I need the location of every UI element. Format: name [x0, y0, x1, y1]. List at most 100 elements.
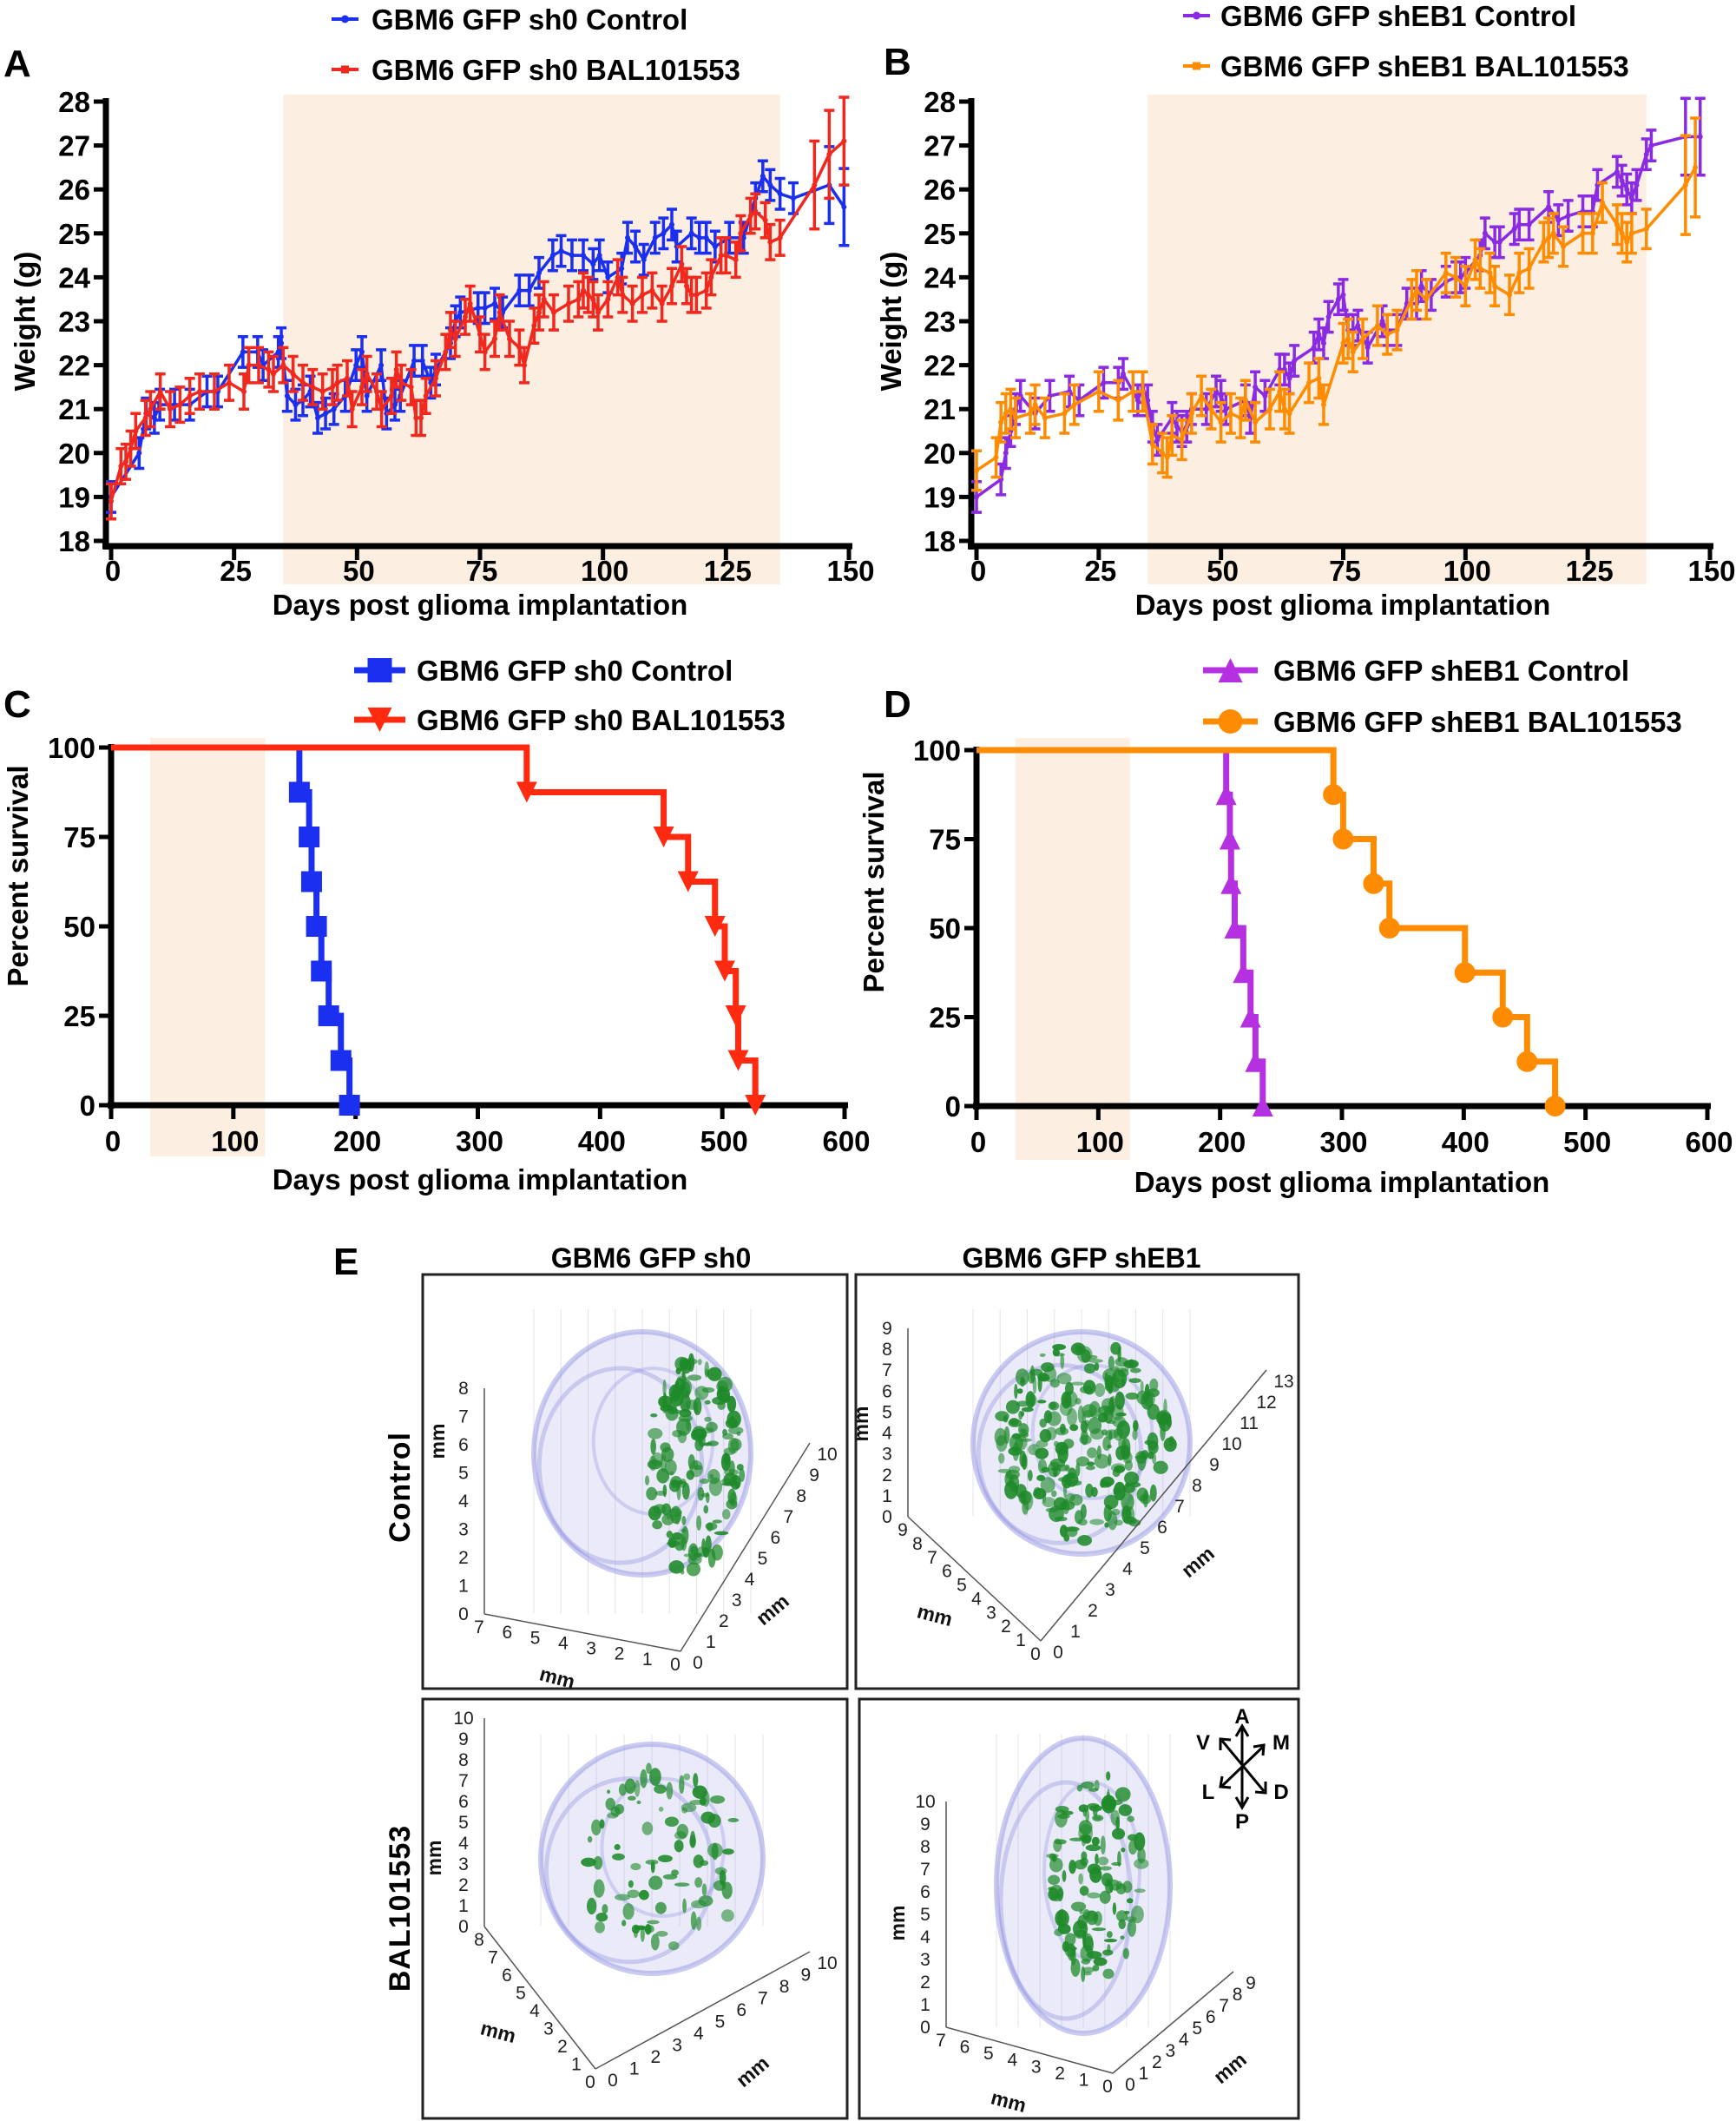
y-axis-title: Weight (g)	[9, 252, 41, 392]
data-point	[536, 270, 542, 276]
y-tick-label: 24	[58, 261, 90, 293]
tumor-blob	[1069, 1946, 1077, 1951]
data-point	[733, 257, 739, 263]
data-point	[516, 345, 523, 351]
tumor-blob	[734, 1481, 740, 1489]
tumor-blob	[1009, 1418, 1019, 1426]
z-tick-label: 4	[458, 1834, 469, 1854]
right-axis-line	[680, 1442, 811, 1652]
tumor-blob	[1111, 1828, 1126, 1840]
tumor-blob	[1056, 1814, 1070, 1819]
tumor-blob	[581, 1857, 596, 1867]
weight-chart-a: 18 19 20 21 22 23 24 25 26 27 28 0 25 50 75 100 125 150 Da…	[9, 3, 875, 621]
z-tick-label: 3	[882, 1445, 892, 1465]
tumor-blob	[721, 1881, 733, 1900]
data-point	[1443, 270, 1449, 276]
tumor-blob	[994, 1427, 1007, 1446]
tumor-blob	[1058, 1911, 1064, 1929]
tumor-blob	[641, 1821, 654, 1835]
tumor-blob	[662, 1379, 667, 1398]
right-axis-tick-label: 1	[1070, 1622, 1081, 1642]
right-axis-tick-label: 4	[1122, 1559, 1133, 1579]
tumor-blob	[700, 1860, 709, 1867]
x-tick-label: 300	[1319, 1126, 1367, 1158]
tumor-blob	[1112, 1416, 1127, 1428]
x-tick-label: 50	[343, 555, 375, 587]
tumor-blob	[661, 1503, 672, 1516]
tumor-blob	[693, 1773, 699, 1788]
right-axis-tick-label: 3	[732, 1591, 742, 1611]
legend-marker-icon	[367, 708, 392, 732]
data-point	[1418, 283, 1424, 289]
data-point	[389, 393, 394, 399]
tumor-blob	[1079, 1886, 1089, 1896]
y-tick-label: 23	[58, 306, 90, 338]
y-axis-title: Weight (g)	[875, 252, 907, 392]
row-title-control: Control	[384, 1432, 417, 1543]
tumor-blob	[681, 1516, 687, 1525]
series-1	[111, 744, 766, 1116]
z-tick-label: 9	[458, 1729, 469, 1749]
right-axis-tick-label: 3	[1105, 1580, 1115, 1600]
legend-label: GBM6 GFP sh0 Control	[417, 655, 733, 687]
data-point	[1643, 226, 1649, 232]
data-point	[353, 362, 359, 368]
legend-label: GBM6 GFP shEB1 Control	[1273, 655, 1629, 687]
data-point	[1208, 406, 1214, 412]
compass-arrows-icon	[1219, 1723, 1267, 1810]
tumor-blob	[1082, 1413, 1087, 1423]
data-point	[492, 336, 497, 342]
y-tick-label: 0	[80, 1090, 95, 1122]
tumor-blob	[587, 1835, 593, 1843]
event-marker	[330, 1050, 352, 1071]
data-point	[1624, 239, 1630, 245]
tumor-blob	[667, 1537, 677, 1548]
data-point	[659, 300, 665, 306]
z-tick-label: 0	[458, 1917, 469, 1937]
tumor-blob	[1127, 1815, 1135, 1822]
x-tick-label: 150	[1687, 555, 1735, 587]
right-axis-tick-label: 3	[1165, 2041, 1175, 2061]
right-axis-tick-label: 0	[608, 2071, 618, 2091]
tumor-blob	[628, 1795, 636, 1801]
tumor-blob	[664, 1816, 679, 1828]
series-1	[106, 96, 850, 521]
data-point	[1188, 411, 1194, 417]
tumor-blob	[1042, 1497, 1055, 1508]
left-axis-tick-label: 0	[585, 2072, 595, 2092]
orientation-compass: A P V M L D	[1196, 1705, 1290, 1834]
y-tick-label: 75	[929, 824, 961, 856]
data-point	[712, 243, 718, 249]
data-point	[1227, 411, 1233, 417]
z-tick-label: 7	[920, 1860, 930, 1880]
tumor-blob	[681, 1802, 697, 1813]
tumor-blob	[1094, 1780, 1100, 1791]
data-point	[118, 463, 124, 469]
data-point	[419, 358, 425, 364]
left-axis-line	[483, 1613, 681, 1652]
tumor-blob	[674, 1537, 685, 1551]
data-point	[633, 243, 639, 249]
tumor-blob	[1085, 1844, 1101, 1852]
right-axis-tick-label: 2	[1088, 1601, 1098, 1621]
data-point	[1160, 450, 1166, 456]
data-point	[669, 283, 674, 289]
data-point	[1218, 419, 1224, 425]
tumor-blob	[1008, 1446, 1023, 1456]
tumor-blob	[687, 1353, 695, 1372]
right-axis-tick-label: 12	[1256, 1393, 1276, 1413]
tumor-blob	[1091, 1836, 1100, 1846]
data-point	[1179, 437, 1185, 443]
tumor-blob	[1102, 1968, 1115, 1979]
tumor-blob	[680, 1569, 685, 1575]
tumor-blob	[586, 1897, 597, 1915]
data-point	[762, 217, 768, 223]
tumor-blob	[1122, 1947, 1129, 1960]
tumor-blob	[1051, 1893, 1062, 1898]
tumor-blob	[1101, 1398, 1115, 1412]
z-axis-unit-label: mm	[423, 1841, 445, 1876]
data-point	[629, 300, 635, 306]
tumor-blob	[1134, 1888, 1146, 1894]
tumor-blob	[727, 1817, 740, 1822]
tumor-blob	[1087, 1802, 1100, 1808]
